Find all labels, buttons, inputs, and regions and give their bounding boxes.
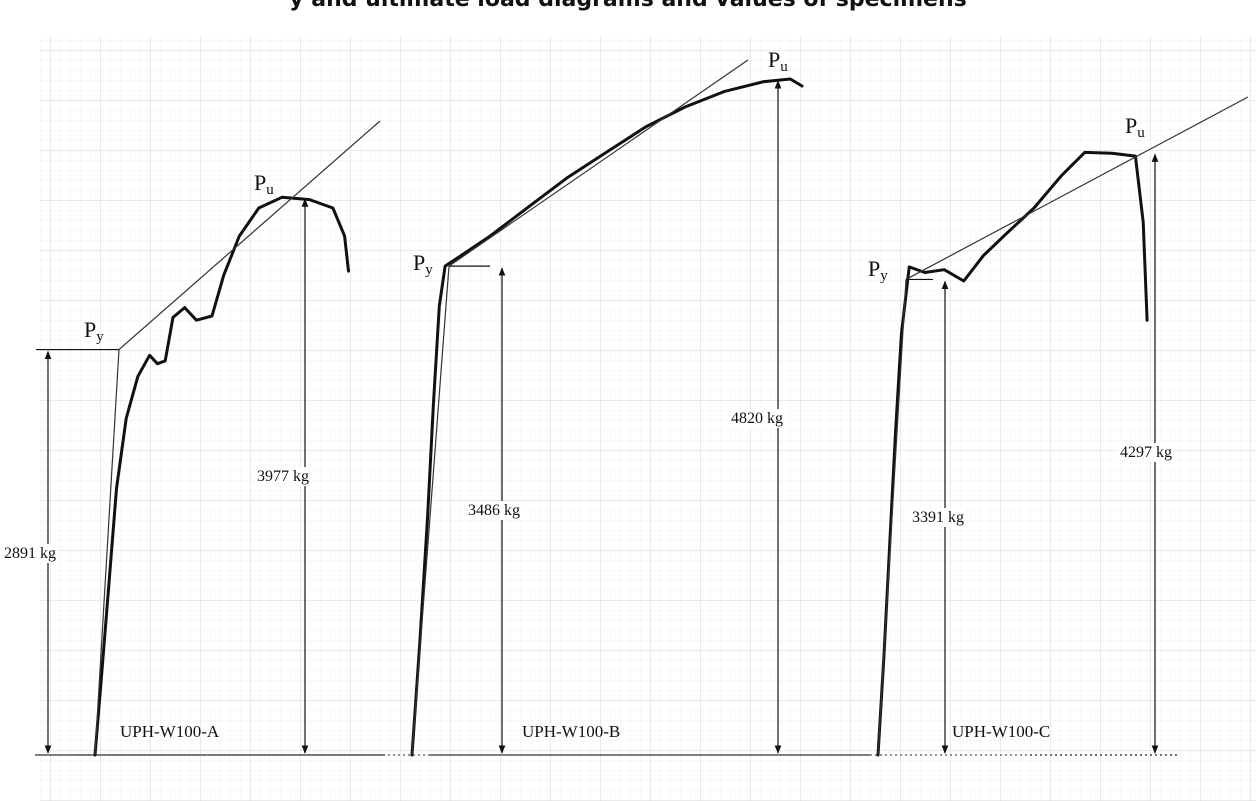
specimen-curve-a	[93, 195, 350, 757]
specimen-curve-c	[876, 150, 1149, 757]
grid-paper	[40, 36, 1256, 801]
label-background	[2, 544, 58, 563]
specimen-name: UPH-W100-C	[952, 722, 1050, 741]
tangent-line	[118, 120, 381, 350]
ultimate-load-label: 3977 kg	[257, 468, 309, 485]
specimen-name: UPH-W100-B	[522, 722, 620, 741]
ultimate-load-label: 4297 kg	[1120, 444, 1172, 461]
ultimate-load-label: 4820 kg	[731, 410, 783, 427]
label-background	[1118, 443, 1174, 462]
elastic-line	[411, 266, 450, 756]
label-background	[910, 508, 966, 527]
specimen-name: UPH-W100-A	[120, 722, 220, 741]
elastic-line	[877, 279, 907, 756]
tangent-line	[905, 96, 1249, 280]
yield-load-label: 3391 kg	[912, 509, 964, 526]
elastic-line	[94, 349, 120, 756]
yield-load-label: 2891 kg	[4, 545, 56, 562]
label-background	[729, 409, 785, 428]
yield-load-label: 3486 kg	[468, 502, 520, 519]
tangent-line	[448, 59, 749, 267]
label-background	[255, 467, 311, 486]
label-background	[466, 501, 522, 520]
specimen-curve-b	[410, 77, 804, 757]
page-title: y and ultimate load diagrams and values …	[0, 0, 1256, 36]
